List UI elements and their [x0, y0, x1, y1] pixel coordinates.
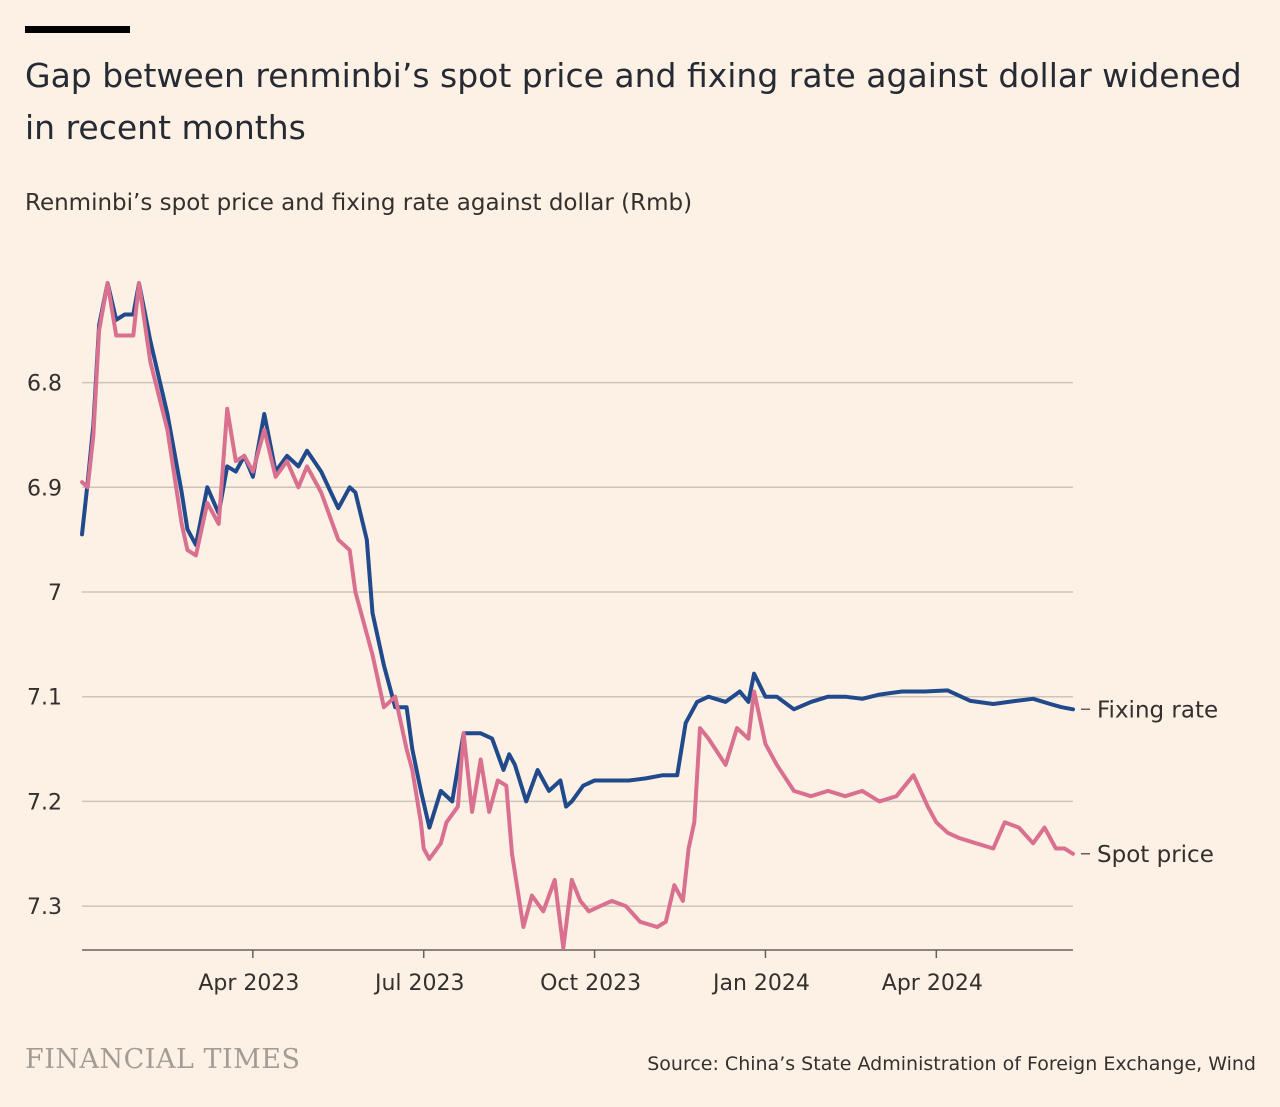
x-axis: Apr 2023 Jul 2023 Oct 2023 Jan 2024 Apr 2024	[82, 949, 1073, 996]
series-line-spot-price	[80, 281, 1075, 950]
series-line-fixing-rate	[80, 281, 1075, 830]
y-axis-ticks: 6.8 6.9 7 7.1 7.2 7.3	[27, 372, 62, 920]
x-tick-label: Oct 2023	[540, 971, 641, 996]
series-label-fixing-rate: Fixing rate	[1097, 697, 1218, 723]
y-tick-label: 6.8	[27, 372, 62, 397]
x-tick-label: Apr 2023	[198, 971, 299, 996]
y-tick-label: 7.2	[27, 790, 62, 815]
x-tick-label: Jul 2023	[373, 971, 465, 996]
chart-title: Gap between renminbi’s spot price and fi…	[25, 56, 1242, 147]
y-tick-label: 6.9	[27, 476, 62, 501]
ft-logo: FINANCIAL TIMES	[25, 1044, 301, 1075]
series-labels: Fixing rate Spot price	[1081, 697, 1218, 868]
chart-subtitle: Renminbi’s spot price and fixing rate ag…	[25, 190, 693, 216]
gridlines	[82, 381, 1073, 907]
y-tick-label: 7.1	[27, 686, 62, 711]
y-tick-label: 7	[48, 581, 62, 606]
series-lines	[80, 281, 1075, 950]
x-tick-label: Apr 2024	[882, 971, 983, 996]
x-tick-label: Jan 2024	[711, 971, 810, 996]
brand-bar	[25, 26, 130, 33]
source-note: Source: China’s State Administration of …	[647, 1053, 1256, 1075]
series-label-spot-price: Spot price	[1097, 842, 1214, 868]
y-tick-label: 7.3	[27, 895, 62, 920]
